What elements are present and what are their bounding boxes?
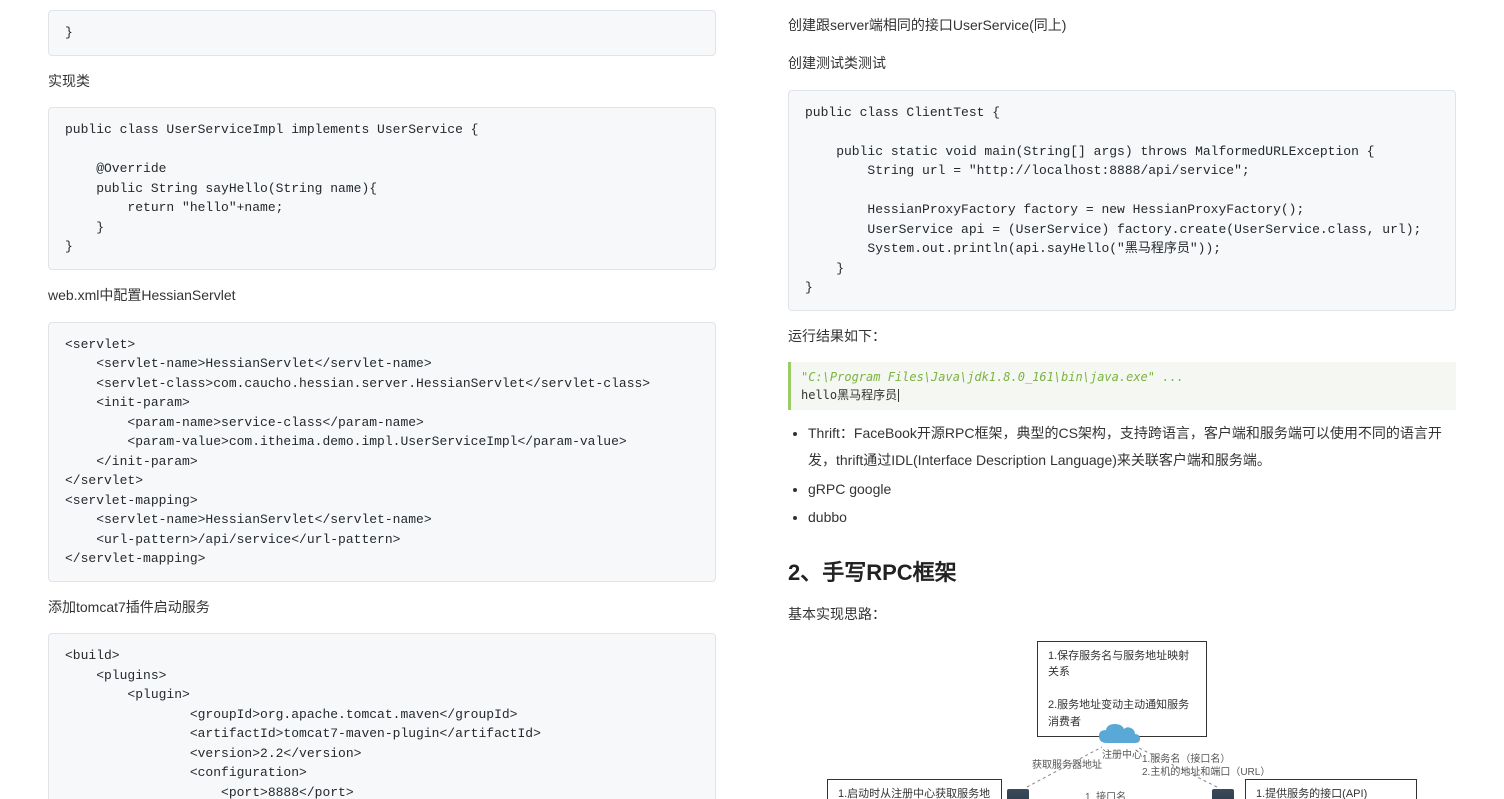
heading-rpc: 2、手写RPC框架 <box>788 555 1456 587</box>
code-block-fragment: } <box>48 10 716 56</box>
para-test-class: 创建测试类测试 <box>788 52 1456 76</box>
node-consumer <box>1007 789 1029 799</box>
cloud-label: 注册中心 <box>1102 749 1142 762</box>
label-impl-class: 实现类 <box>48 70 716 94</box>
para-result: 运行结果如下： <box>788 325 1456 349</box>
result-output: "C:\Program Files\Java\jdk1.8.0_161\bin\… <box>788 362 1456 410</box>
para-userservice: 创建跟server端相同的接口UserService(同上) <box>788 14 1456 38</box>
bullet-thrift: Thrift：FaceBook开源RPC框架，典型的CS架构，支持跨语言，客户端… <box>808 420 1456 473</box>
cloud-icon <box>1095 721 1143 749</box>
code-block-userserviceimpl: public class UserServiceImpl implements … <box>48 107 716 270</box>
left-edge-label: 获取服务器地址 <box>1032 759 1102 772</box>
diagram-container: 1.保存服务名与服务地址映射关系 2.服务地址变动主动通知服务消费者 注册中心 … <box>788 641 1456 799</box>
code-block-servlet: <servlet> <servlet-name>HessianServlet</… <box>48 322 716 582</box>
bullet-dubbo: dubbo <box>808 504 1456 531</box>
bullet-list: Thrift：FaceBook开源RPC框架，典型的CS架构，支持跨语言，客户端… <box>808 420 1456 530</box>
diagram-left-box: 1.启动时从注册中心获取服务地址并缓存 2.根据负载均衡策略选出一个服务地址进行… <box>827 779 1002 799</box>
right-edge-label: 1.服务名（接口名） 2.主机的地址和端口（URL） <box>1142 753 1270 779</box>
result-line-hello: hello黑马程序员 <box>801 386 1446 404</box>
diagram-right-box: 1.提供服务的接口(API) 2.实现服务(实现类) 3.注册服务（远程注册、本… <box>1245 779 1417 799</box>
center-labels: 1. 接口名 2. 方法名 3. 参数类型列表 4. 参数值列表 <box>1085 791 1156 799</box>
code-block-clienttest: public class ClientTest { public static … <box>788 90 1456 311</box>
para-basic-idea: 基本实现思路： <box>788 603 1456 627</box>
right-column: 创建跟server端相同的接口UserService(同上) 创建测试类测试 p… <box>764 0 1504 799</box>
result-line-cmd: "C:\Program Files\Java\jdk1.8.0_161\bin\… <box>801 368 1446 386</box>
code-block-build: <build> <plugins> <plugin> <groupId>org.… <box>48 633 716 799</box>
rpc-diagram: 1.保存服务名与服务地址映射关系 2.服务地址变动主动通知服务消费者 注册中心 … <box>827 641 1417 799</box>
label-tomcat: 添加tomcat7插件启动服务 <box>48 596 716 620</box>
label-webxml: web.xml中配置HessianServlet <box>48 284 716 308</box>
left-column: } 实现类 public class UserServiceImpl imple… <box>0 0 764 799</box>
node-provider <box>1212 789 1234 799</box>
bullet-grpc: gRPC google <box>808 476 1456 503</box>
